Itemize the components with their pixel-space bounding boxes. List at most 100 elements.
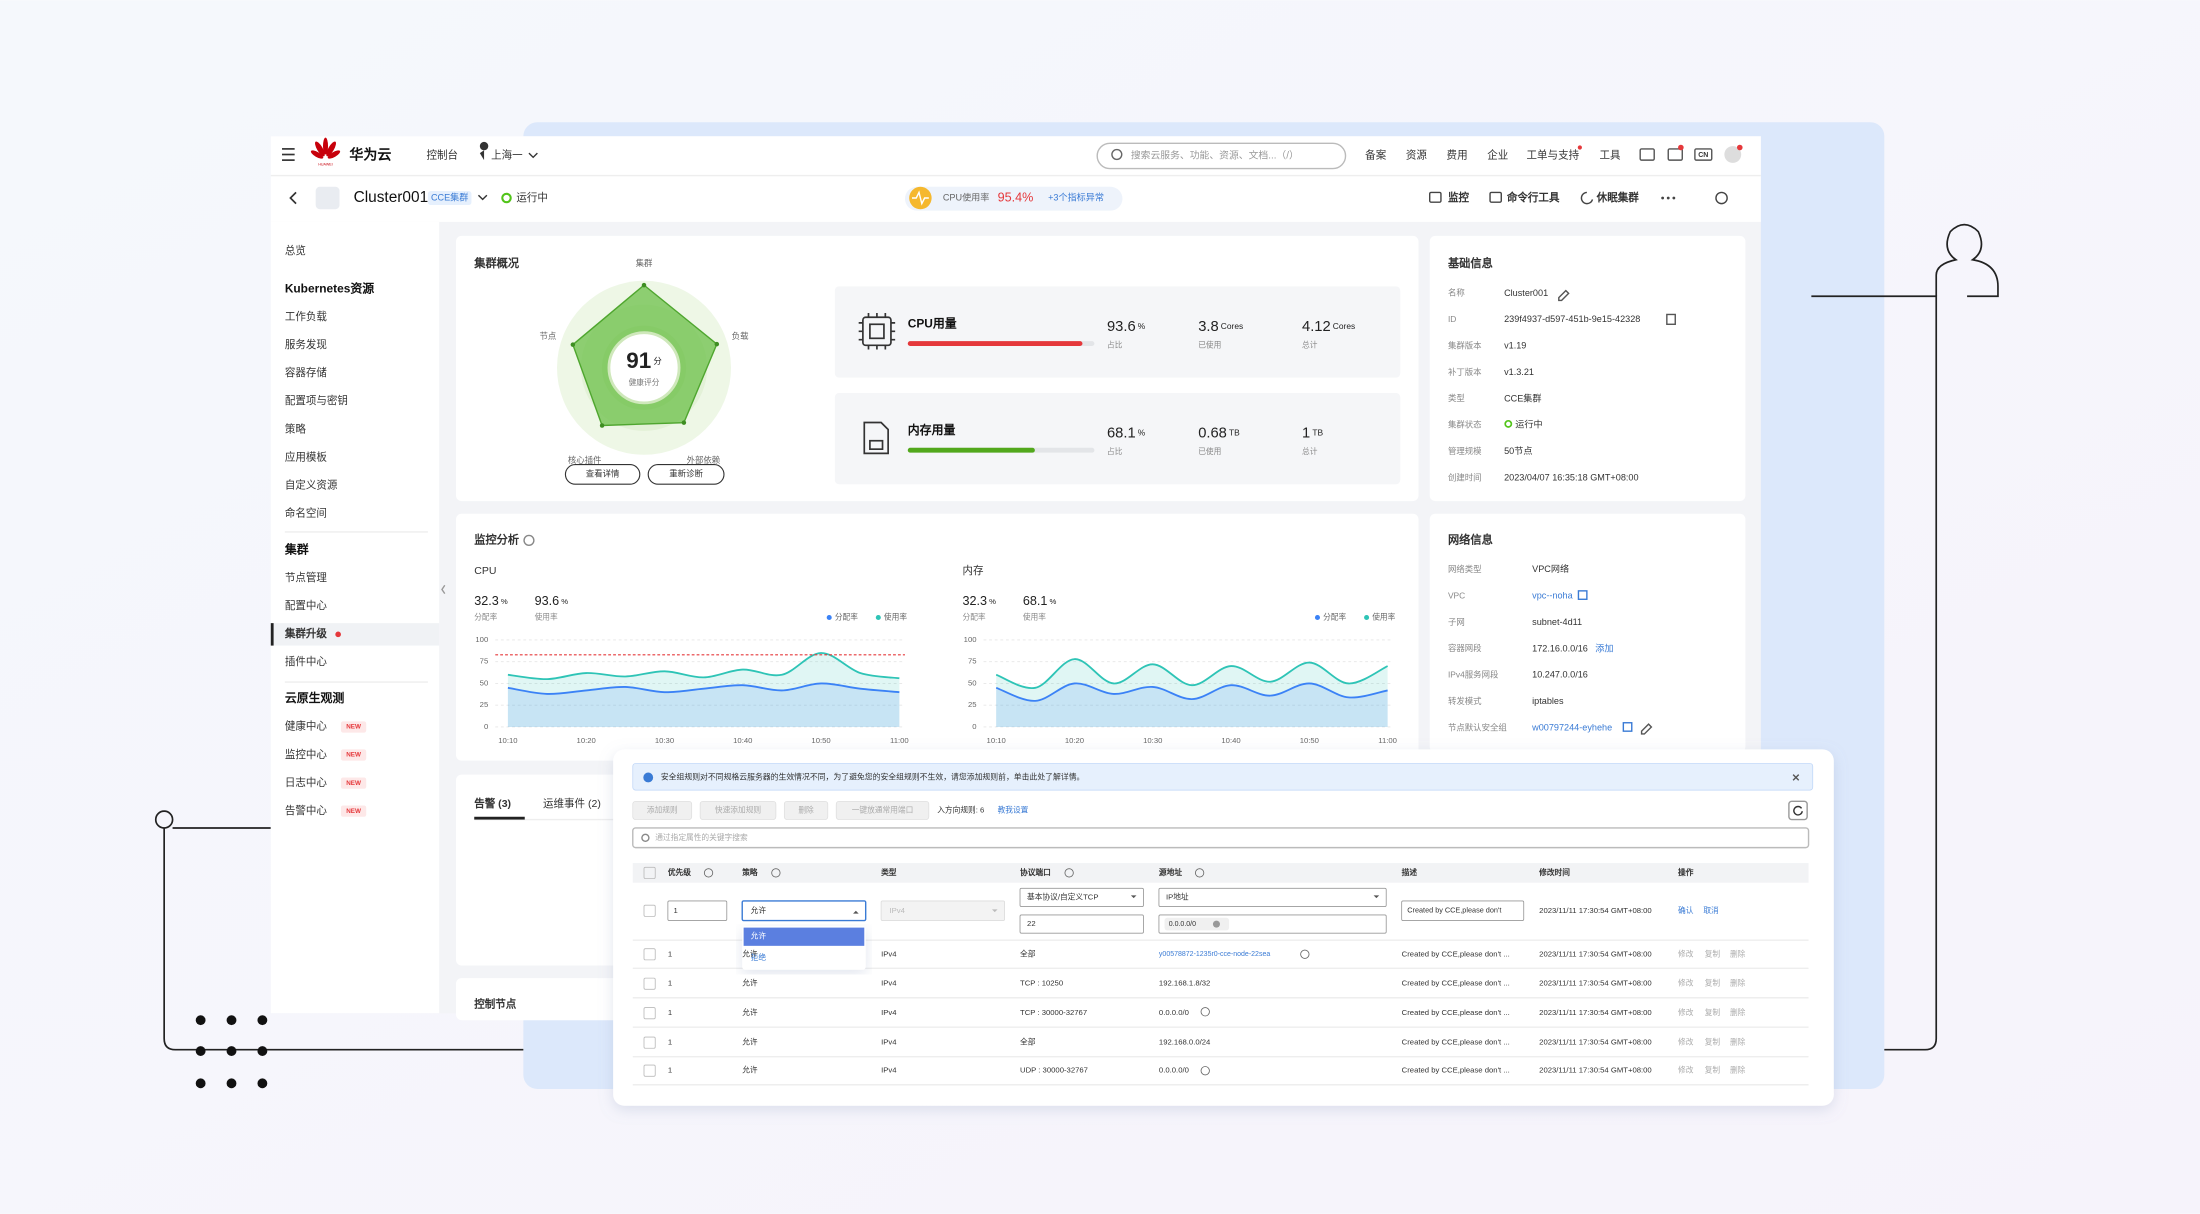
info-link[interactable]: w00797244-eyhehe xyxy=(1531,722,1612,732)
dropdown-option[interactable]: 拒绝 xyxy=(751,952,767,962)
action-button[interactable]: 监控 xyxy=(1448,191,1470,204)
toolbar-button[interactable]: 一键放通常用端口 xyxy=(852,804,914,814)
nav-item[interactable]: 自定义资源 xyxy=(285,478,338,491)
row-action[interactable]: 删除 xyxy=(1730,1007,1746,1017)
action-button[interactable]: 休眠集群 xyxy=(1596,191,1640,204)
row-action[interactable]: 删除 xyxy=(1730,948,1746,958)
add-link[interactable]: 添加 xyxy=(1595,643,1613,653)
pin-icon xyxy=(479,141,489,161)
nav-item[interactable]: 应用模板 xyxy=(285,450,328,463)
cell-text: Created by CCE,please don't ... xyxy=(1402,1066,1510,1075)
toolbar-button[interactable]: 删除 xyxy=(798,804,814,814)
action-button[interactable]: 命令行工具 xyxy=(1506,191,1560,204)
policy-select[interactable] xyxy=(741,900,867,922)
toolbar-button[interactable]: 添加规则 xyxy=(647,804,678,814)
button-text[interactable]: 重新诊断 xyxy=(669,469,703,479)
info-value: CCE集群 xyxy=(1504,392,1541,403)
row-action[interactable]: 修改 xyxy=(1678,1065,1694,1075)
help-link[interactable]: 教我设置 xyxy=(998,804,1029,814)
nav-item[interactable]: 节点管理 xyxy=(285,571,328,584)
nav-link[interactable]: 控制台 xyxy=(427,149,459,162)
row-action[interactable]: 删除 xyxy=(1730,1037,1746,1047)
cancel-link[interactable]: 取消 xyxy=(1703,905,1719,915)
anomaly-link[interactable]: +3个指标异常 xyxy=(1048,191,1104,202)
edit-icon[interactable] xyxy=(1558,289,1570,302)
info-link[interactable]: vpc--noha xyxy=(1532,591,1573,601)
copy-icon[interactable] xyxy=(1666,313,1676,325)
source-chip xyxy=(1164,917,1230,931)
search-box[interactable] xyxy=(632,827,1810,849)
row-action[interactable]: 修改 xyxy=(1678,1007,1694,1017)
chip-remove[interactable] xyxy=(1212,920,1220,928)
back-icon[interactable] xyxy=(289,191,297,205)
row-action[interactable]: 修改 xyxy=(1678,978,1694,988)
nav-link[interactable]: 备案 xyxy=(1365,149,1387,162)
nav-item[interactable]: 工作负载 xyxy=(285,310,328,323)
info-label: 集群版本 xyxy=(1448,340,1482,350)
nav-link[interactable]: 企业 xyxy=(1487,149,1508,162)
value: 0.68 xyxy=(1198,426,1227,442)
nav-item[interactable]: 配置项与密钥 xyxy=(285,394,348,407)
row-action[interactable]: 复制 xyxy=(1705,948,1721,958)
nav-link[interactable]: 工具 xyxy=(1599,150,1621,162)
collapse-handle[interactable] xyxy=(441,584,446,595)
cell-text[interactable]: y00578872-1235r0-cce-node-22sea xyxy=(1159,951,1270,958)
nav-item[interactable]: 服务发现 xyxy=(285,338,328,351)
tab[interactable]: 告警 (3) xyxy=(474,797,511,810)
nav-link[interactable]: 费用 xyxy=(1447,149,1468,162)
menu-icon[interactable] xyxy=(282,148,295,161)
metric-label: 占比 xyxy=(1107,446,1123,456)
help-icon[interactable] xyxy=(523,534,535,546)
link-icon[interactable] xyxy=(1622,722,1633,732)
row-action[interactable]: 删除 xyxy=(1730,978,1746,988)
row-action[interactable]: 修改 xyxy=(1678,1037,1694,1047)
button[interactable] xyxy=(647,464,725,485)
column-header: 协议端口 xyxy=(1020,867,1051,877)
more-icon[interactable] xyxy=(1661,196,1676,200)
nav-item[interactable]: 容器存储 xyxy=(285,366,328,379)
button-text[interactable]: 查看详情 xyxy=(586,469,620,479)
row-action[interactable]: 复制 xyxy=(1705,1007,1721,1017)
confirm-link[interactable]: 确认 xyxy=(1678,905,1694,915)
new-badge-text: NEW xyxy=(346,724,361,731)
search-box[interactable] xyxy=(1096,142,1347,170)
checkboxes[interactable] xyxy=(643,866,656,1077)
nav-item[interactable]: 插件中心 xyxy=(285,655,328,668)
nav-item[interactable]: 集群升级 xyxy=(284,627,328,640)
tab[interactable]: 运维事件 (2) xyxy=(543,797,601,810)
cell-text: 1 xyxy=(668,1066,672,1075)
series-line xyxy=(507,682,900,695)
select-text: IPv4 xyxy=(890,906,906,915)
row-action[interactable]: 复制 xyxy=(1705,1065,1721,1075)
topbar-icons[interactable] xyxy=(1639,148,1713,161)
link-icon[interactable] xyxy=(1577,590,1588,600)
nav-item[interactable]: 日志中心 xyxy=(285,776,328,789)
option-selected[interactable] xyxy=(743,927,865,946)
nav-link[interactable]: 工单与支持 xyxy=(1527,149,1580,162)
nav-item[interactable]: 告警中心 xyxy=(285,804,328,817)
nav-item[interactable]: 配置中心 xyxy=(285,599,328,612)
nav-item[interactable]: 健康中心 xyxy=(285,720,328,733)
row-action[interactable]: 删除 xyxy=(1730,1065,1746,1075)
region-select[interactable]: 上海一 xyxy=(491,149,523,162)
toolbar-buttons[interactable] xyxy=(632,800,930,820)
avatar[interactable] xyxy=(1724,146,1742,163)
nav-link[interactable]: 资源 xyxy=(1406,149,1428,162)
row-action[interactable]: 复制 xyxy=(1705,978,1721,988)
row-action[interactable]: 修改 xyxy=(1678,948,1694,958)
nav-item[interactable]: 策略 xyxy=(285,422,307,435)
help-icons[interactable] xyxy=(703,868,1310,1076)
row-action[interactable]: 复制 xyxy=(1705,1037,1721,1047)
close-icon[interactable] xyxy=(1792,774,1800,781)
nav-item[interactable]: 总览 xyxy=(285,244,306,257)
refresh-button[interactable] xyxy=(1788,800,1808,821)
dropdown-option[interactable]: 允许 xyxy=(751,931,767,941)
nav-item[interactable]: 监控中心 xyxy=(285,748,328,761)
button[interactable] xyxy=(564,464,641,485)
edit-icon[interactable] xyxy=(1640,723,1653,735)
cell-text: 2023/11/11 17:30:54 GMT+08:00 xyxy=(1539,1038,1652,1047)
toolbar-button[interactable]: 快速添加规则 xyxy=(715,804,761,814)
nav-item[interactable]: 命名空间 xyxy=(285,506,327,519)
search-icon[interactable] xyxy=(1715,191,1728,205)
info-label: 补丁版本 xyxy=(1448,367,1482,377)
